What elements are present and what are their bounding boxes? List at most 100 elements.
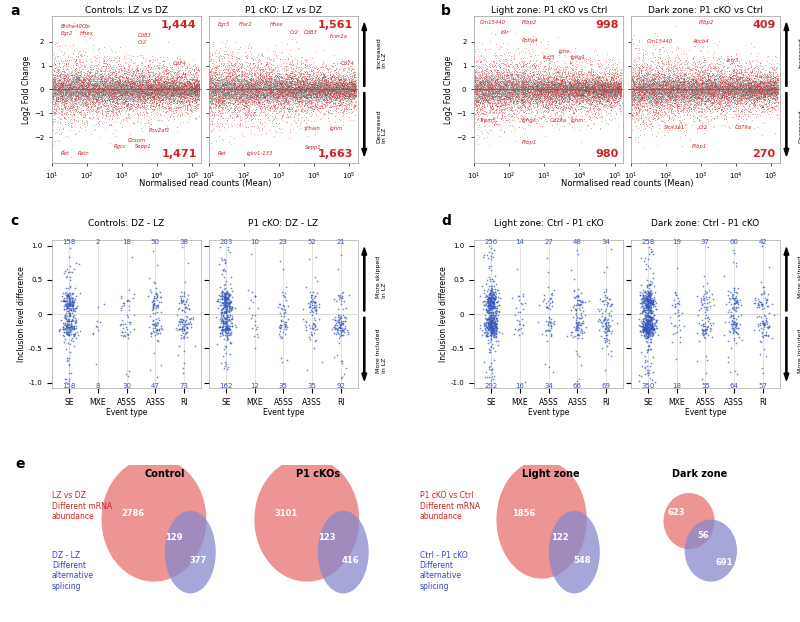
Point xyxy=(317,72,330,82)
Point xyxy=(570,84,582,94)
Point xyxy=(249,86,262,96)
Point xyxy=(657,78,670,88)
Point xyxy=(666,82,679,92)
Point xyxy=(534,68,546,78)
Point xyxy=(190,88,203,98)
Point xyxy=(650,77,663,87)
Point xyxy=(672,76,685,86)
Point xyxy=(594,63,607,73)
Point xyxy=(222,92,235,102)
Point xyxy=(236,95,249,105)
Point xyxy=(754,69,766,79)
Point xyxy=(498,55,510,65)
Point xyxy=(719,99,732,109)
Point xyxy=(479,93,492,103)
Point xyxy=(762,83,774,93)
Point xyxy=(326,85,338,95)
Point xyxy=(149,78,162,88)
Point xyxy=(110,68,122,78)
Point xyxy=(290,87,302,97)
Point xyxy=(55,81,68,91)
Point xyxy=(49,78,62,88)
Point xyxy=(231,81,244,91)
Point xyxy=(703,88,716,98)
Point xyxy=(561,85,574,95)
Point xyxy=(638,83,651,93)
Point xyxy=(213,92,226,102)
Point xyxy=(154,86,166,96)
Point xyxy=(295,81,308,91)
Point xyxy=(289,98,302,108)
Point xyxy=(568,73,581,83)
Point xyxy=(485,317,498,327)
Point xyxy=(267,53,280,63)
Point xyxy=(168,90,181,100)
Point xyxy=(271,87,284,97)
Point xyxy=(85,65,98,75)
Point xyxy=(75,90,88,100)
Point xyxy=(605,84,618,94)
Point xyxy=(281,83,294,93)
Point xyxy=(713,36,726,46)
Point xyxy=(143,72,156,81)
Point xyxy=(658,88,671,98)
Point xyxy=(737,72,750,81)
Point xyxy=(633,80,646,90)
Point xyxy=(653,68,666,78)
Point xyxy=(178,80,190,90)
Point xyxy=(96,109,109,119)
Point xyxy=(523,80,536,90)
Point xyxy=(322,86,335,96)
Point xyxy=(267,80,280,90)
Point xyxy=(705,72,718,81)
Point xyxy=(582,91,594,101)
Point xyxy=(229,96,242,106)
Point xyxy=(188,88,201,98)
Point xyxy=(302,61,315,71)
Point xyxy=(170,81,183,91)
Point xyxy=(534,93,546,103)
Point xyxy=(327,90,340,100)
Point xyxy=(738,80,750,90)
Point xyxy=(135,85,148,95)
Point xyxy=(641,81,654,91)
Point xyxy=(745,88,758,98)
Point xyxy=(706,86,719,96)
Point xyxy=(134,88,147,98)
Point xyxy=(108,80,121,90)
Point xyxy=(538,73,551,83)
Text: 19: 19 xyxy=(672,239,682,245)
Point xyxy=(557,82,570,92)
Point xyxy=(210,77,222,87)
Point xyxy=(720,84,733,94)
Point xyxy=(153,85,166,95)
Point xyxy=(62,93,75,103)
Point xyxy=(721,72,734,81)
Point xyxy=(138,78,151,88)
Point xyxy=(762,86,774,96)
Point xyxy=(637,90,650,100)
Point xyxy=(93,111,106,121)
Point xyxy=(604,86,617,96)
Point xyxy=(122,85,135,95)
Point xyxy=(746,78,759,88)
Point xyxy=(142,83,154,93)
Point xyxy=(486,371,498,381)
Point xyxy=(569,75,582,85)
Point xyxy=(560,77,573,87)
Point xyxy=(154,80,166,90)
Point xyxy=(132,93,145,103)
Point xyxy=(339,88,352,98)
Point xyxy=(730,68,743,78)
Point xyxy=(753,93,766,103)
Point xyxy=(769,77,782,87)
Point xyxy=(635,75,648,85)
Point xyxy=(249,80,262,90)
Point xyxy=(678,77,691,87)
Point xyxy=(154,93,167,103)
Point xyxy=(256,85,269,95)
Point xyxy=(495,85,508,95)
Point xyxy=(736,77,749,87)
Point xyxy=(587,95,600,104)
Point xyxy=(222,88,234,98)
